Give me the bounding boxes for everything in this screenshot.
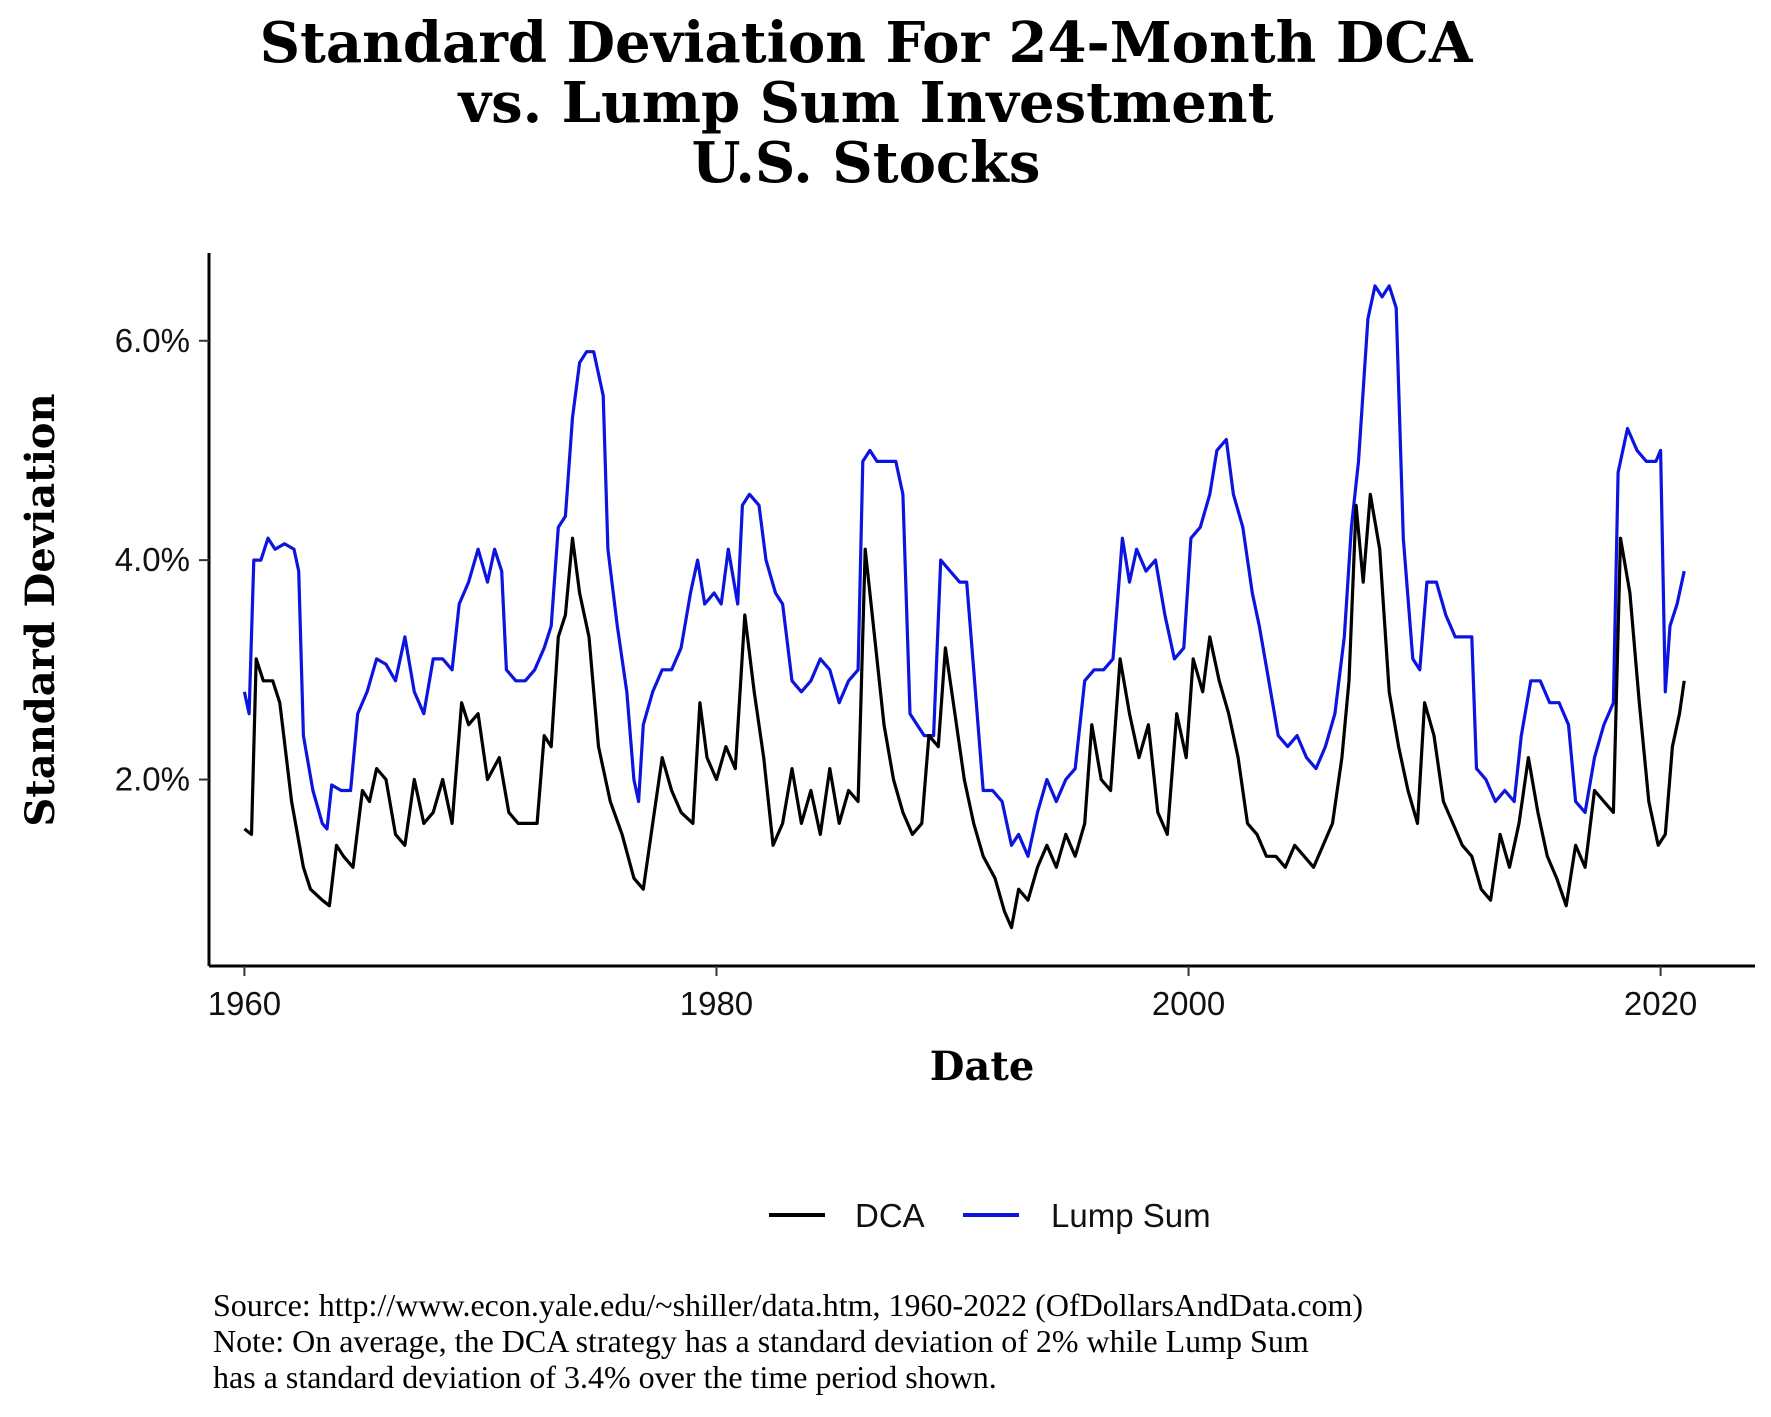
caption-note-line-2: has a standard deviation of 3.4% over th… [213,1359,997,1395]
y-tick-label: 2.0% [115,761,190,798]
legend-label-lump-sum: Lump Sum [1051,1197,1211,1234]
series-line-lump-sum [242,284,1686,858]
chart-title-line-3: U.S. Stocks [692,130,1041,196]
x-tick-label: 2000 [1152,985,1225,1022]
y-axis-title: Standard Deviation [17,393,64,826]
plot-area [242,284,1686,930]
caption-source: Source: http://www.econ.yale.edu/~shille… [213,1287,1363,1323]
x-tick-label: 1980 [680,985,753,1022]
y-axis-ticks: 2.0% 4.0% 6.0% [115,322,209,798]
caption-note-line-1: Note: On average, the DCA strategy has a… [213,1323,1309,1359]
legend-label-dca: DCA [855,1197,925,1234]
chart-title-line-1: Standard Deviation For 24-Month DCA [260,10,1474,76]
legend: DCA Lump Sum [769,1197,1211,1234]
y-tick-label: 6.0% [115,322,190,359]
x-tick-label: 1960 [208,985,281,1022]
x-axis-title: Date [930,1043,1035,1090]
y-tick-label: 4.0% [115,541,190,578]
x-tick-label: 2020 [1624,985,1697,1022]
series-line-dca [243,492,1686,930]
x-axis-ticks: 1960 1980 2000 2020 [208,966,1697,1022]
chart-title-line-2: vs. Lump Sum Investment [457,70,1274,136]
